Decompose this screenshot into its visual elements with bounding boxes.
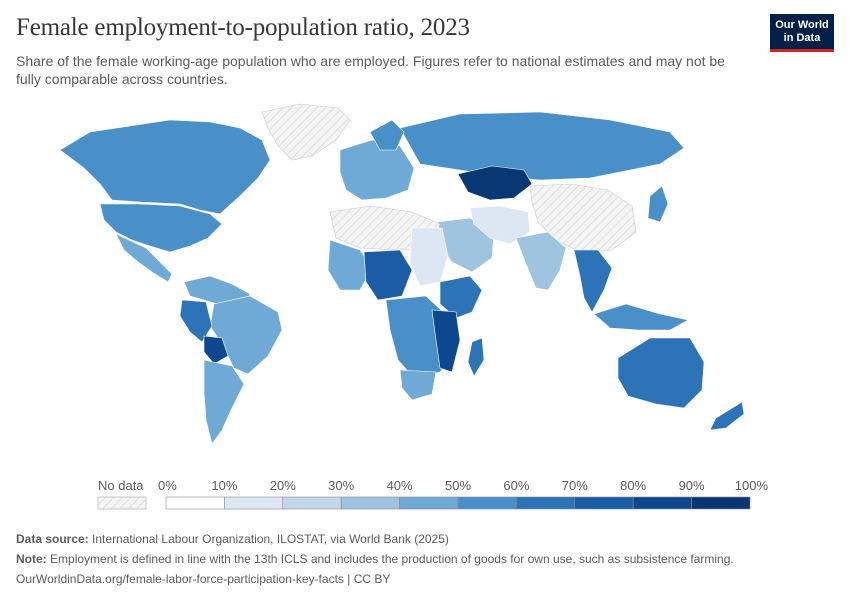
legend-bin[interactable] xyxy=(574,496,634,510)
legend-tick-label: 0% xyxy=(158,478,177,493)
legend-bin[interactable] xyxy=(340,496,400,510)
region-southern-cone[interactable] xyxy=(203,359,245,445)
legend-bin[interactable] xyxy=(282,496,342,510)
region-japan[interactable] xyxy=(647,185,669,223)
region-south-africa[interactable] xyxy=(399,369,437,401)
legend-bin[interactable] xyxy=(632,496,692,510)
region-east-africa[interactable] xyxy=(439,275,483,319)
region-mozambique[interactable] xyxy=(431,309,461,373)
world-map[interactable] xyxy=(0,100,850,460)
owid-logo[interactable]: Our World in Data xyxy=(770,14,834,52)
note-text: Employment is defined in line with the 1… xyxy=(50,552,734,566)
region-greenland[interactable] xyxy=(261,103,351,161)
region-australia[interactable] xyxy=(617,337,705,409)
region-united-states[interactable] xyxy=(99,203,223,253)
note-label: Note: xyxy=(16,552,47,566)
legend-bin[interactable] xyxy=(399,496,459,510)
source-label: Data source: xyxy=(16,532,89,546)
region-sahel[interactable] xyxy=(363,249,413,301)
region-canada[interactable] xyxy=(59,119,271,215)
region-sudan-egypt[interactable] xyxy=(409,227,449,287)
footer-note: Note: Employment is defined in line with… xyxy=(16,549,734,569)
legend-bin[interactable] xyxy=(691,496,751,510)
legend-tick-label: 60% xyxy=(503,478,529,493)
region-mexico[interactable] xyxy=(115,233,173,283)
region-madagascar[interactable] xyxy=(467,337,485,377)
legend-no-data-label: No data xyxy=(98,478,144,493)
region-kazakhstan[interactable] xyxy=(457,165,533,201)
region-west-africa[interactable] xyxy=(327,239,373,291)
legend-tick-label: 90% xyxy=(679,478,705,493)
footer-source: Data source: International Labour Organi… xyxy=(16,529,734,549)
logo-line-2: in Data xyxy=(783,32,821,44)
region-russia[interactable] xyxy=(399,111,685,181)
legend-tick-label: 30% xyxy=(328,478,354,493)
chart-subtitle: Share of the female working-age populati… xyxy=(16,53,725,87)
legend-tick-label: 40% xyxy=(387,478,413,493)
legend-bin[interactable] xyxy=(457,496,517,510)
region-india[interactable] xyxy=(515,231,567,291)
chart-title: Female employment-to-population ratio, 2… xyxy=(16,14,470,41)
region-indonesia[interactable] xyxy=(593,303,689,331)
footer: Data source: International Labour Organi… xyxy=(16,529,734,589)
region-brazil[interactable] xyxy=(209,295,283,375)
region-europe[interactable] xyxy=(339,139,415,201)
logo-line-1: Our World xyxy=(775,19,829,31)
region-peru[interactable] xyxy=(179,299,213,343)
region-new-zealand[interactable] xyxy=(709,401,745,431)
legend-tick-label: 100% xyxy=(735,478,769,493)
region-southeast-asia[interactable] xyxy=(573,249,613,313)
region-china[interactable] xyxy=(529,183,637,253)
legend-tick-label: 70% xyxy=(562,478,588,493)
legend-bin[interactable] xyxy=(224,496,284,510)
legend-tick-label: 10% xyxy=(211,478,237,493)
legend-bin[interactable] xyxy=(165,496,225,510)
legend-tick-label: 80% xyxy=(620,478,646,493)
region-nordics[interactable] xyxy=(369,119,405,151)
source-text: International Labour Organization, ILOST… xyxy=(92,532,449,546)
legend-no-data-swatch xyxy=(97,496,147,510)
footer-url[interactable]: OurWorldinData.org/female-labor-force-pa… xyxy=(16,572,391,586)
region-bolivia[interactable] xyxy=(203,335,229,365)
legend-bin[interactable] xyxy=(516,496,576,510)
legend-tick-label: 20% xyxy=(270,478,296,493)
color-legend: No data 0% 10% 20% 30% 40% 50% 60% 70% 80% 90% 100… xyxy=(97,478,769,510)
legend-tick-label: 50% xyxy=(445,478,471,493)
